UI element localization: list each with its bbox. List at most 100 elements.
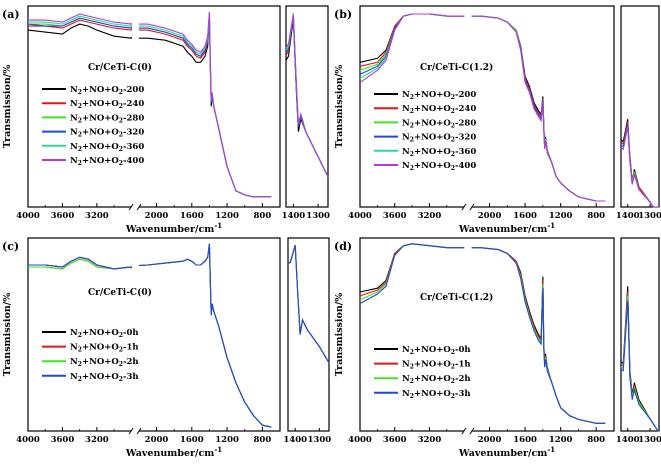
panel-label: (b) bbox=[334, 8, 352, 21]
series-line-segment bbox=[28, 258, 132, 270]
panel-title: Cr/CeTi-C(0) bbox=[88, 287, 152, 298]
series-line-segment bbox=[138, 243, 272, 428]
legend-label: N2+NO+O2-360 bbox=[70, 142, 144, 153]
axis-break-bg bbox=[463, 204, 472, 210]
inset-x-tick-label: 1400 bbox=[283, 435, 307, 445]
series-line-segment bbox=[138, 11, 272, 198]
inset-series-line bbox=[285, 13, 329, 178]
inset-x-tick-label: 1300 bbox=[638, 211, 661, 221]
series-line-segment bbox=[359, 13, 465, 71]
legend-label: N2+NO+O2-400 bbox=[70, 156, 144, 167]
panel-label: (d) bbox=[334, 240, 352, 253]
axis-break-mark bbox=[136, 203, 142, 211]
axis-break-bg bbox=[463, 428, 472, 434]
series-line-segment bbox=[471, 15, 606, 202]
inset-frame bbox=[620, 237, 660, 432]
series-line-segment bbox=[471, 15, 606, 202]
inset-series-line bbox=[287, 245, 330, 364]
legend-label: N2+NO+O2-240 bbox=[402, 104, 476, 115]
inset-series-line bbox=[620, 126, 659, 208]
panel-label: (a) bbox=[2, 8, 20, 21]
axis-break-bg bbox=[131, 204, 140, 210]
series-line-segment bbox=[138, 13, 272, 198]
x-axis-label: Wavenumber/cm-1 bbox=[458, 445, 555, 459]
x-tick-label: 3600 bbox=[51, 435, 75, 445]
inset-series-line bbox=[620, 126, 659, 208]
x-tick-label: 1600 bbox=[180, 435, 204, 445]
inset-series-line bbox=[620, 300, 660, 432]
series-line-segment bbox=[471, 15, 606, 202]
x-axis-label: Wavenumber/cm-1 bbox=[125, 445, 222, 459]
axis-break-mark bbox=[461, 203, 467, 211]
legend-label: N2+NO+O2-3h bbox=[70, 372, 139, 383]
axis-break-mark bbox=[128, 203, 134, 211]
series-line-segment bbox=[138, 16, 272, 198]
inset-series-line bbox=[285, 13, 329, 178]
inset-series-line bbox=[285, 18, 329, 178]
x-tick-label: 3600 bbox=[383, 211, 407, 221]
series-line-segment bbox=[471, 15, 606, 202]
x-tick-label: 4000 bbox=[348, 211, 372, 221]
x-tick-label: 3200 bbox=[418, 211, 442, 221]
legend-label: N2+NO+O2-240 bbox=[70, 99, 144, 110]
inset-x-tick-label: 1300 bbox=[308, 435, 332, 445]
x-tick-label: 2000 bbox=[478, 211, 502, 221]
legend-label: N2+NO+O2-320 bbox=[70, 128, 144, 139]
panel-title: Cr/CeTi-C(1.2) bbox=[420, 62, 493, 73]
series-line-segment bbox=[28, 256, 132, 270]
legend-label: N2+NO+O2-0h bbox=[70, 328, 139, 339]
inset-x-tick-label: 1300 bbox=[306, 211, 330, 221]
x-tick-label: 1600 bbox=[180, 211, 204, 221]
axis-break-mark bbox=[469, 203, 475, 211]
x-tick-label: 3200 bbox=[85, 211, 109, 221]
inset-x-tick-label: 1400 bbox=[282, 211, 306, 221]
inset-series-line bbox=[285, 16, 329, 178]
inset-series-line bbox=[620, 123, 659, 208]
legend-label: N2+NO+O2-1h bbox=[402, 360, 471, 371]
x-tick-label: 1200 bbox=[215, 435, 239, 445]
panel-title: Cr/CeTi-C(0) bbox=[88, 62, 152, 73]
y-axis-label: Transmission/% bbox=[334, 65, 345, 149]
legend-label: N2+NO+O2-400 bbox=[402, 161, 476, 172]
y-axis-label: Transmission/% bbox=[2, 293, 13, 377]
legend-label: N2+NO+O2-360 bbox=[402, 147, 476, 158]
legend-label: N2+NO+O2-1h bbox=[70, 343, 139, 354]
inset-frame bbox=[287, 237, 330, 432]
axis-break-mark bbox=[469, 427, 475, 435]
legend-label: N2+NO+O2-280 bbox=[402, 118, 476, 129]
legend-label: N2+NO+O2-200 bbox=[402, 90, 476, 101]
inset-series-line bbox=[285, 16, 329, 178]
legend-label: N2+NO+O2-2h bbox=[70, 357, 139, 368]
axis-break-mark bbox=[136, 427, 142, 435]
legend-label: N2+NO+O2-2h bbox=[402, 374, 471, 385]
x-tick-label: 3600 bbox=[383, 435, 407, 445]
x-tick-label: 800 bbox=[253, 211, 271, 221]
inset-x-tick-label: 1300 bbox=[638, 435, 661, 445]
series-line-segment bbox=[138, 13, 272, 198]
x-tick-label: 1200 bbox=[549, 211, 573, 221]
panel-3: 4000 3600 3200 2000 1600 1200 800 1400 1300 Waven… bbox=[2, 237, 332, 459]
series-line-segment bbox=[28, 19, 132, 31]
panel-title: Cr/CeTi-C(1.2) bbox=[420, 292, 493, 303]
panel-1: 4000 3600 3200 2000 1600 1200 800 1400 1300 Waven… bbox=[2, 5, 330, 235]
series-line-segment bbox=[359, 243, 465, 293]
x-tick-label: 4000 bbox=[16, 211, 40, 221]
series-line-segment bbox=[138, 243, 272, 428]
series-line-segment bbox=[359, 243, 465, 301]
legend-label: N2+NO+O2-200 bbox=[70, 85, 144, 96]
plot-frame bbox=[359, 237, 615, 432]
plot-frame bbox=[359, 5, 615, 208]
series-line-segment bbox=[138, 243, 272, 428]
x-tick-label: 3200 bbox=[418, 435, 442, 445]
legend-label: N2+NO+O2-3h bbox=[402, 389, 471, 400]
plot-frame bbox=[27, 237, 281, 432]
x-tick-label: 2000 bbox=[478, 435, 502, 445]
x-tick-label: 3200 bbox=[85, 435, 109, 445]
legend-label: N2+NO+O2-280 bbox=[70, 113, 144, 124]
x-tick-label: 1200 bbox=[549, 435, 573, 445]
y-axis-label: Transmission/% bbox=[334, 293, 345, 377]
axis-break-mark bbox=[461, 427, 467, 435]
x-tick-label: 3600 bbox=[51, 211, 75, 221]
